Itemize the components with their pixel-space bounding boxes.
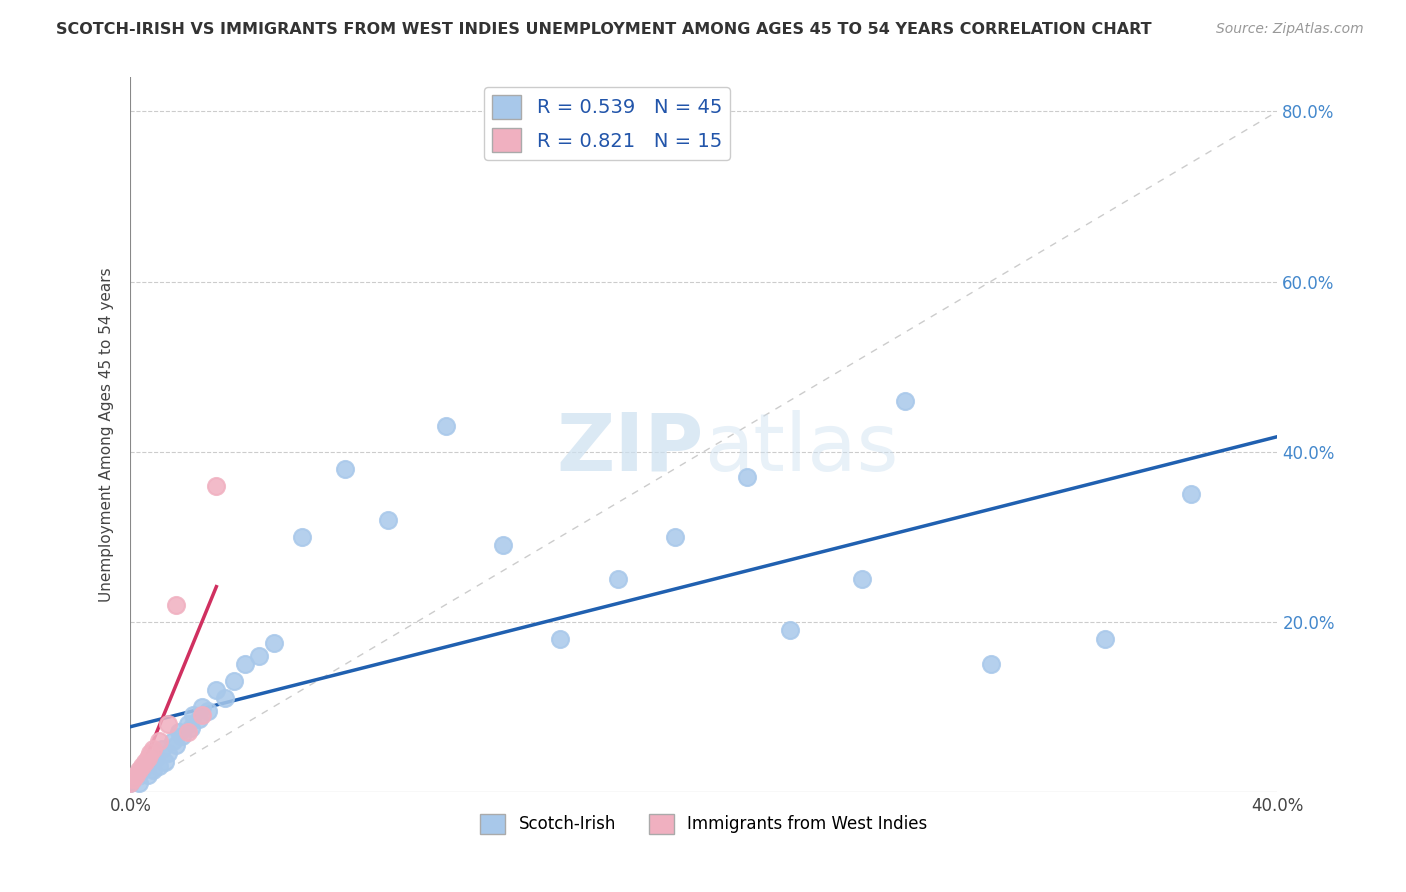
Point bbox=[205, 682, 228, 697]
Point bbox=[125, 767, 148, 781]
Point bbox=[188, 713, 211, 727]
Point bbox=[162, 733, 184, 747]
Point bbox=[1180, 487, 1202, 501]
Point bbox=[183, 708, 205, 723]
Point bbox=[150, 742, 173, 756]
Text: SCOTCH-IRISH VS IMMIGRANTS FROM WEST INDIES UNEMPLOYMENT AMONG AGES 45 TO 54 YEA: SCOTCH-IRISH VS IMMIGRANTS FROM WEST IND… bbox=[56, 22, 1152, 37]
Point bbox=[197, 704, 219, 718]
Legend: R = 0.539   N = 45, R = 0.821   N = 15: R = 0.539 N = 45, R = 0.821 N = 15 bbox=[484, 87, 730, 160]
Point bbox=[170, 730, 193, 744]
Point bbox=[165, 738, 187, 752]
Point bbox=[142, 742, 165, 756]
Point bbox=[779, 623, 801, 637]
Point bbox=[180, 721, 202, 735]
Point bbox=[176, 725, 198, 739]
Point bbox=[893, 393, 915, 408]
Point bbox=[434, 419, 457, 434]
Point bbox=[156, 747, 179, 761]
Point bbox=[128, 776, 150, 790]
Point bbox=[191, 708, 214, 723]
Point bbox=[233, 657, 256, 672]
Point bbox=[214, 691, 236, 706]
Point bbox=[139, 747, 162, 761]
Point bbox=[153, 755, 176, 769]
Text: Source: ZipAtlas.com: Source: ZipAtlas.com bbox=[1216, 22, 1364, 37]
Point bbox=[136, 750, 159, 764]
Text: ZIP: ZIP bbox=[557, 409, 704, 488]
Point bbox=[131, 764, 153, 778]
Point bbox=[167, 725, 190, 739]
Point bbox=[191, 699, 214, 714]
Point bbox=[176, 716, 198, 731]
Point bbox=[131, 759, 153, 773]
Point bbox=[851, 572, 873, 586]
Point bbox=[335, 461, 357, 475]
Text: atlas: atlas bbox=[704, 409, 898, 488]
Point bbox=[120, 776, 142, 790]
Point bbox=[122, 772, 145, 786]
Point bbox=[139, 755, 162, 769]
Point bbox=[148, 759, 170, 773]
Point bbox=[148, 733, 170, 747]
Point bbox=[222, 674, 245, 689]
Point bbox=[128, 764, 150, 778]
Point bbox=[291, 530, 314, 544]
Point bbox=[205, 478, 228, 492]
Point bbox=[136, 767, 159, 781]
Point bbox=[122, 772, 145, 786]
Point bbox=[134, 759, 156, 773]
Point bbox=[120, 776, 142, 790]
Point bbox=[606, 572, 628, 586]
Point bbox=[165, 598, 187, 612]
Point bbox=[263, 636, 285, 650]
Point bbox=[247, 648, 270, 663]
Point bbox=[145, 750, 167, 764]
Point bbox=[980, 657, 1002, 672]
Point bbox=[377, 513, 399, 527]
Point bbox=[142, 764, 165, 778]
Point bbox=[735, 470, 758, 484]
Point bbox=[156, 716, 179, 731]
Point bbox=[550, 632, 572, 646]
Y-axis label: Unemployment Among Ages 45 to 54 years: Unemployment Among Ages 45 to 54 years bbox=[100, 268, 114, 602]
Point bbox=[134, 755, 156, 769]
Point bbox=[125, 767, 148, 781]
Point bbox=[1094, 632, 1116, 646]
Point bbox=[664, 530, 686, 544]
Point bbox=[492, 538, 515, 552]
